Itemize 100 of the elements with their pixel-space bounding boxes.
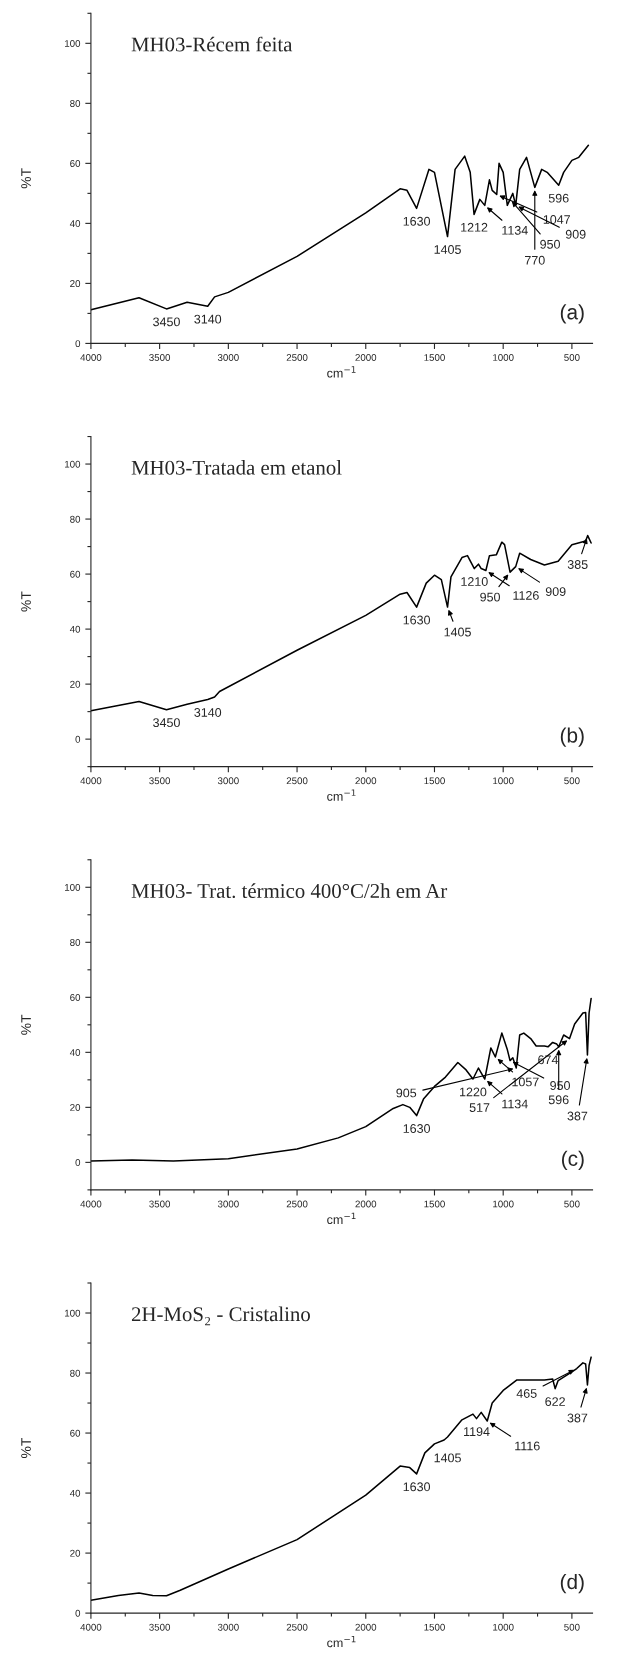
x-tick-label: 1500	[424, 1623, 445, 1631]
text: MH03-Tratada em etanol	[131, 460, 342, 475]
annotation: 1134	[502, 225, 528, 235]
y-tick-label: 40	[69, 1049, 81, 1056]
x-tick-label: 1000	[493, 777, 514, 785]
y-axis-title: %T	[21, 1014, 31, 1035]
y-tick-label: 80	[70, 939, 81, 946]
annotation: 1210	[461, 577, 488, 586]
x-tick-label: 500	[564, 1200, 580, 1208]
x-tick-label: 1000	[493, 1623, 514, 1631]
annotation: 596	[548, 193, 569, 203]
x-tick-label: 4000	[80, 777, 102, 785]
x-tick-label: 1500	[424, 777, 445, 785]
annotation: 3450	[153, 718, 180, 728]
annotation: (c)	[561, 1150, 584, 1171]
text: MH03- Trat. térmico 400°C/2h em Ar	[131, 883, 448, 899]
annotation: 1047	[543, 215, 571, 224]
annotation: 1630	[403, 216, 431, 226]
annotation: (d)	[560, 1573, 584, 1594]
y-tick-label: 40	[69, 625, 81, 633]
y-tick-label: 0	[75, 1159, 81, 1166]
x-tick-label: 500	[564, 354, 580, 361]
annotation: 1630	[403, 1124, 431, 1133]
annotation: 385	[567, 560, 588, 569]
x-tick-label: 500	[564, 777, 580, 785]
annotation: 950	[540, 239, 560, 249]
annotation: 950	[480, 592, 500, 602]
x-tick-label: 3500	[149, 777, 171, 785]
annotation: 387	[567, 1111, 588, 1121]
annotation: 3140	[194, 314, 222, 324]
y-axis-title: %T	[21, 1437, 31, 1458]
x-tick-label: 2000	[355, 1623, 377, 1631]
y-tick-label: 60	[70, 570, 81, 578]
y-tick-label: 40	[69, 220, 81, 227]
x-tick-label: 4000	[80, 1200, 102, 1208]
x-tick-label: 500	[564, 1623, 580, 1631]
y-tick-label: 0	[75, 735, 81, 743]
text: 2H-MoS₂ - Cristalino	[131, 1306, 310, 1326]
y-tick-label: 80	[70, 100, 81, 107]
y-tick-label: 100	[65, 884, 81, 891]
annotation: 596	[548, 1095, 569, 1105]
annotation: 3140	[194, 708, 222, 717]
x-tick-label: 1500	[424, 1200, 445, 1208]
y-tick-label: 100	[65, 460, 81, 468]
x-tick-label: 3000	[217, 1623, 239, 1631]
annotation: 1126	[513, 591, 539, 600]
annotation: 465	[516, 1389, 537, 1398]
x-tick-label: 2500	[286, 354, 308, 361]
y-tick-label: 60	[70, 994, 81, 1001]
annotation: 1134	[502, 1099, 528, 1109]
annotation: 1212	[461, 222, 488, 232]
y-axis-title: %T	[21, 168, 31, 189]
x-tick-label: 1500	[424, 354, 445, 361]
annotation: (a)	[560, 304, 584, 324]
x-tick-label: 3500	[149, 354, 171, 361]
annotation: 1405	[434, 1453, 461, 1463]
annotation: 3450	[153, 317, 180, 327]
annotation: 1194	[464, 1427, 490, 1436]
y-tick-label: 20	[70, 680, 81, 688]
y-tick-label: 0	[75, 340, 81, 348]
annotation: 622	[545, 1397, 565, 1406]
y-tick-label: 20	[70, 1549, 81, 1557]
x-tick-label: 3000	[217, 1200, 239, 1208]
x-tick-label: 1000	[493, 354, 514, 361]
annotation: 1220	[460, 1087, 487, 1097]
x-tick-label: 2000	[355, 777, 377, 785]
y-tick-label: 100	[65, 40, 81, 47]
annotation: 909	[545, 587, 566, 597]
x-tick-label: 4000	[80, 1623, 102, 1631]
annotation: 1630	[403, 615, 431, 625]
annotation: (b)	[560, 727, 584, 747]
annotation: 1405	[434, 245, 461, 254]
x-tick-label: 2500	[286, 777, 308, 785]
y-tick-label: 100	[65, 1309, 81, 1317]
y-tick-label: 60	[70, 1429, 81, 1437]
annotation: 517	[469, 1103, 490, 1112]
x-tick-label: 2000	[355, 354, 377, 361]
annotation: 1630	[403, 1482, 431, 1492]
x-tick-label: 3500	[149, 1200, 171, 1208]
x-tick-label: 3000	[217, 777, 239, 785]
x-tick-label: 2500	[286, 1623, 308, 1631]
y-axis-title: %T	[21, 591, 31, 612]
annotation: 1116	[515, 1441, 540, 1451]
x-tick-label: 4000	[80, 354, 102, 361]
y-tick-label: 40	[69, 1489, 81, 1497]
y-tick-label: 80	[70, 515, 81, 523]
annotation: 909	[565, 229, 586, 239]
y-tick-label: 80	[70, 1369, 81, 1377]
x-tick-label: 3500	[149, 1623, 171, 1631]
y-tick-label: 60	[70, 160, 81, 167]
x-tick-label: 3000	[217, 354, 239, 361]
x-axis-title: cm$^{−1}$	[327, 366, 356, 378]
annotation: 770	[525, 255, 545, 265]
annotation: 1057	[512, 1077, 539, 1087]
x-axis-title: cm$^{−1}$	[327, 789, 356, 801]
x-axis-title: cm$^{−1}$	[327, 1635, 356, 1648]
annotation: 1405	[444, 627, 471, 637]
text: MH03-Récem feita	[131, 36, 293, 52]
x-tick-label: 1000	[493, 1200, 514, 1208]
annotation: 905	[396, 1088, 417, 1098]
